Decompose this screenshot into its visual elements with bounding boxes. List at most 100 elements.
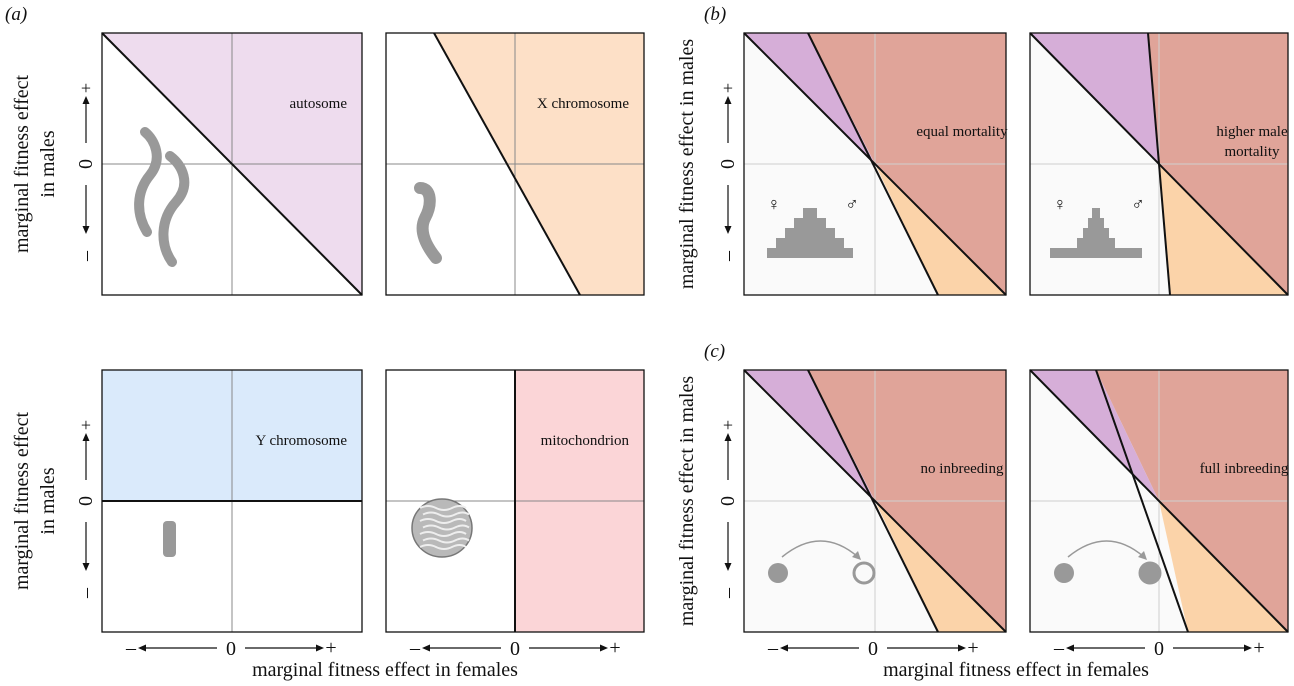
axes-annotations: +0–+0–+0–+0–– 0 + –0 + –0 + –0 +marginal fitness… bbox=[11, 39, 1265, 681]
y-axis-title-line2: in males bbox=[37, 467, 59, 534]
panel-frame bbox=[1029, 32, 1289, 296]
y-minus-label: – bbox=[75, 250, 97, 262]
x-minus-label: – bbox=[125, 637, 137, 659]
y-plus-label: + bbox=[723, 78, 733, 98]
y-plus-label: + bbox=[81, 78, 91, 98]
panel-label: X chromosome bbox=[537, 96, 629, 112]
y-zero-label: 0 bbox=[75, 159, 97, 169]
y-axis-signs-a-top: +0 – bbox=[75, 78, 97, 262]
x-minus-label: – bbox=[409, 637, 421, 659]
panel-frame bbox=[1029, 369, 1289, 633]
y-axis-title-c: marginal fitness effect in males bbox=[676, 376, 698, 627]
y-down-arrowhead bbox=[724, 563, 732, 571]
panel-frame bbox=[385, 369, 645, 633]
x-left-arrowhead bbox=[138, 644, 146, 652]
boundary-line-2 bbox=[1029, 369, 1289, 633]
x-plus-label: + bbox=[325, 637, 336, 659]
y-axis-signs-b: +0 – bbox=[717, 78, 739, 262]
boundary-line-1 bbox=[807, 369, 939, 633]
panel-label: mitochondrion bbox=[541, 433, 630, 449]
boundary-line bbox=[433, 32, 581, 296]
x-zero-label: 0 bbox=[1154, 638, 1164, 660]
panel-frame bbox=[101, 369, 363, 633]
y-zero-label: 0 bbox=[75, 496, 97, 506]
panel-no-inbreeding: no inbreeding bbox=[743, 369, 1007, 633]
inbred-mating-icon bbox=[1054, 540, 1162, 585]
boundary-line-1 bbox=[1095, 369, 1189, 633]
x-left-arrowhead bbox=[1066, 644, 1074, 652]
y-minus-label: – bbox=[717, 250, 739, 262]
y-up-arrowhead bbox=[724, 96, 732, 104]
panel-frame bbox=[743, 369, 1007, 633]
boundary-line-2 bbox=[743, 369, 1007, 633]
y-zero-label: 0 bbox=[717, 496, 739, 506]
panel-autosome: autosome bbox=[101, 32, 363, 296]
y-minus-label: – bbox=[75, 587, 97, 599]
panel-frame bbox=[385, 32, 645, 296]
y-chromosome-icon bbox=[163, 521, 176, 557]
female-symbol: ♀ bbox=[1053, 194, 1067, 214]
panel-x-chromosome: X chromosome bbox=[385, 32, 645, 296]
x-chromosome-icon bbox=[414, 182, 442, 264]
panel-mitochondrion: mitochondrion bbox=[385, 369, 645, 633]
panel-equal-mortality: equal mortality♀ ♂ bbox=[743, 32, 1008, 296]
y-down-arrowhead bbox=[82, 226, 90, 234]
x-axis-title-a: marginal fitness effect in females bbox=[252, 659, 518, 681]
panel-label: higher male bbox=[1216, 124, 1288, 140]
y-minus-label: – bbox=[717, 587, 739, 599]
y-up-arrowhead bbox=[82, 433, 90, 441]
x-axis-title-c: marginal fitness effect in females bbox=[883, 659, 1149, 681]
x-right-arrowhead bbox=[600, 644, 608, 652]
mitochondrion-icon bbox=[411, 498, 473, 558]
population-pyramid-male-skew-icon: ♀ ♂ bbox=[1050, 194, 1145, 258]
y-axis-title-line2: in males bbox=[37, 130, 59, 197]
male-symbol: ♂ bbox=[845, 194, 859, 214]
y-axis-title-line1: marginal fitness effect bbox=[11, 75, 33, 254]
male-symbol: ♂ bbox=[1131, 194, 1145, 214]
autosome-chromosome-icon bbox=[134, 127, 190, 267]
x-minus-label: – bbox=[1053, 637, 1065, 659]
panel-label: full inbreeding bbox=[1200, 461, 1289, 477]
x-right-arrowhead bbox=[1244, 644, 1252, 652]
panel-label: equal mortality bbox=[916, 124, 1008, 140]
panel-label: no inbreeding bbox=[921, 461, 1004, 477]
y-zero-label: 0 bbox=[717, 159, 739, 169]
panel-letter-c: (c) bbox=[704, 341, 725, 362]
panel-y-chromosome: Y chromosome bbox=[101, 369, 363, 633]
y-axis-title-b: marginal fitness effect in males bbox=[676, 39, 698, 290]
y-up-arrowhead bbox=[82, 96, 90, 104]
panel-letter-a: (a) bbox=[5, 4, 27, 25]
panel-label: Y chromosome bbox=[255, 433, 347, 449]
x-axis-signs-c-right: – 0 + bbox=[1053, 637, 1265, 660]
outbred-mating-icon bbox=[768, 540, 876, 585]
y-axis-title-a-top: marginal fitness effect in males bbox=[11, 75, 59, 254]
y-axis-signs-c: +0 – bbox=[717, 415, 739, 599]
x-plus-label: + bbox=[967, 637, 978, 659]
boundary-line bbox=[101, 32, 363, 296]
panel-full-inbreeding: full inbreeding bbox=[1029, 369, 1289, 633]
y-up-arrowhead bbox=[724, 433, 732, 441]
x-left-arrowhead bbox=[422, 644, 430, 652]
x-zero-label: 0 bbox=[868, 638, 878, 660]
x-right-arrowhead bbox=[316, 644, 324, 652]
x-plus-label: + bbox=[1253, 637, 1264, 659]
boundary-line-1 bbox=[807, 32, 939, 296]
female-symbol: ♀ bbox=[767, 194, 781, 214]
panel-label: autosome bbox=[290, 96, 348, 112]
y-plus-label: + bbox=[723, 415, 733, 435]
boundary-line-2 bbox=[1029, 32, 1289, 296]
y-down-arrowhead bbox=[724, 226, 732, 234]
y-plus-label: + bbox=[81, 415, 91, 435]
panel-frame bbox=[743, 32, 1007, 296]
x-zero-label: 0 bbox=[226, 638, 236, 660]
x-plus-label: + bbox=[609, 637, 620, 659]
x-axis-signs-a-right: – 0 + bbox=[409, 637, 621, 660]
x-right-arrowhead bbox=[958, 644, 966, 652]
panel-letter-b: (b) bbox=[704, 4, 726, 25]
boundary-line-2 bbox=[743, 32, 1007, 296]
x-axis-signs-c-left: – 0 + bbox=[767, 637, 979, 660]
population-pyramid-equal-icon: ♀ ♂ bbox=[767, 194, 859, 258]
y-axis-title-a-bottom: marginal fitness effect in males bbox=[11, 412, 59, 591]
